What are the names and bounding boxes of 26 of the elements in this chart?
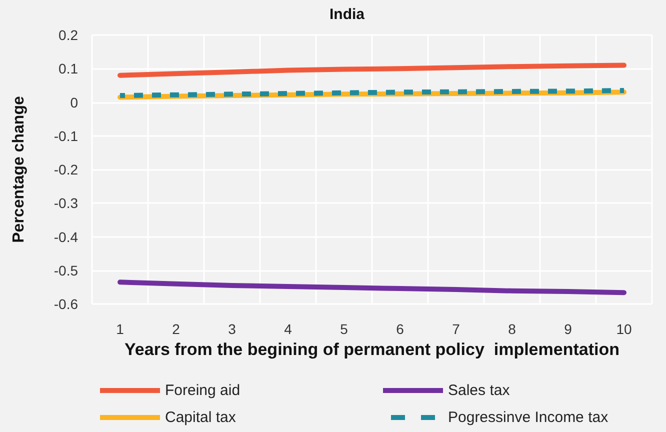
y-tick-label: -0.5	[54, 262, 78, 278]
legend-label: Sales tax	[448, 382, 510, 399]
legend-label: Pogressinve Income tax	[448, 409, 609, 426]
x-axis-title: Years from the begining of permanent policy implementation	[124, 340, 620, 359]
x-tick-label: 10	[616, 321, 632, 337]
x-tick-label: 5	[340, 321, 348, 337]
x-tick-label: 1	[116, 321, 124, 337]
y-tick-label: -0.2	[54, 162, 78, 178]
y-tick-label: 0	[70, 94, 78, 110]
y-tick-label: 0.2	[58, 27, 78, 43]
x-tick-label: 4	[284, 321, 292, 337]
legend-label: Foreing aid	[165, 382, 240, 399]
x-tick-label: 6	[396, 321, 404, 337]
x-tick-label: 8	[508, 321, 516, 337]
y-tick-label: -0.3	[54, 195, 78, 212]
y-tick-label: -0.4	[54, 228, 78, 245]
x-tick-label: 9	[564, 321, 572, 337]
y-tick-label: -0.1	[54, 128, 78, 144]
y-tick-label: 0.1	[58, 60, 78, 77]
x-tick-label: 2	[172, 321, 180, 337]
y-tick-label: -0.6	[54, 296, 78, 312]
x-tick-label: 3	[228, 321, 236, 337]
legend-label: Capital tax	[165, 409, 236, 426]
x-tick-label: 7	[452, 321, 460, 337]
y-axis-title: Percentage change	[10, 96, 28, 243]
chart-title: India	[329, 6, 366, 23]
